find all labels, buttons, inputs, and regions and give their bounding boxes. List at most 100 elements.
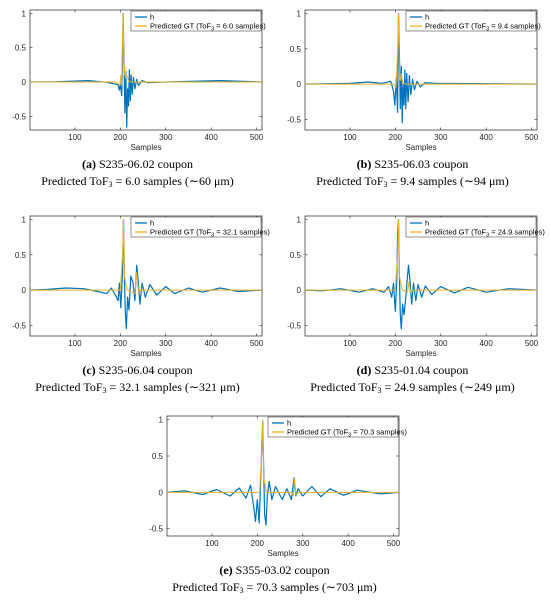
series-gt-line — [30, 219, 262, 295]
series-h-line — [304, 12, 538, 124]
y-tick-label: -0.5 — [149, 525, 163, 534]
caption-tof-value: = 6.0 samples (∼60 μm) — [112, 174, 234, 188]
legend-gt-label: Predicted GT (ToF3 = 9.4 samples) — [425, 22, 541, 33]
legend-box — [405, 216, 537, 238]
x-axis-label: Samples — [405, 143, 436, 152]
legend-gt-sub: 3 — [486, 233, 489, 239]
caption-b: (b) S235-06.03 coupon Predicted ToF3 = 9… — [275, 156, 550, 190]
chart-a: 100 200 300 400 500 -0.5 0 0.5 1 Samples hPredicte… — [12, 9, 266, 152]
caption-tof-sub: 3 — [102, 386, 107, 395]
chart-c: 100 200 300 400 500 -0.5 0 0.5 1 Samples hPredicte… — [12, 216, 270, 358]
legend-gt-prefix: Predicted GT (ToF — [425, 228, 487, 237]
caption-d: (d) S235-01.04 coupon Predicted ToF3 = 2… — [275, 362, 550, 396]
x-tick-label: 200 — [389, 339, 403, 348]
caption-name: S355-03.02 coupon — [232, 563, 330, 577]
y-tick-label: -0.5 — [12, 321, 26, 330]
caption-c: (c) S235-06.04 coupon Predicted ToF3 = 3… — [0, 362, 275, 396]
x-tick-label: 400 — [204, 133, 218, 142]
caption-letter: (a) — [82, 157, 96, 171]
legend-gt-label: Predicted GT (ToF3 = 32.1 samples) — [150, 228, 270, 239]
x-axis-label: Samples — [130, 143, 161, 152]
y-tick-label: 0 — [159, 488, 164, 497]
legend-gt-prefix: Predicted GT (ToF — [425, 22, 487, 31]
caption-name: S235-06.04 coupon — [95, 363, 193, 377]
panel-a: 100 200 300 400 500 -0.5 0 0.5 1 Samples h Predicte… — [0, 0, 275, 200]
legend-gt-prefix: Predicted GT (ToF — [287, 428, 349, 437]
caption-tof-value: = 32.1 samples (∼321 μm) — [106, 380, 240, 394]
x-tick-label: 500 — [250, 339, 264, 348]
x-tick-label: 100 — [68, 133, 82, 142]
y-tick-label: -0.5 — [287, 321, 301, 330]
x-tick-label: 300 — [159, 339, 173, 348]
x-tick-label: 300 — [434, 339, 448, 348]
caption-tof-prefix: Predicted ToF — [172, 580, 240, 594]
series-h-line — [29, 218, 263, 330]
x-tick-label: 200 — [389, 133, 403, 142]
caption-name: S235-06.02 coupon — [96, 157, 193, 171]
y-tick-label: 1 — [297, 216, 302, 225]
y-tick-label: -0.5 — [12, 112, 26, 121]
y-tick-label: 1 — [159, 416, 164, 425]
legend-h-label: h — [150, 13, 154, 22]
x-tick-label: 200 — [251, 539, 265, 548]
y-tick-label: 0.5 — [15, 251, 27, 260]
y-tick-label: 0.5 — [15, 44, 27, 53]
legend-box — [405, 10, 537, 32]
series-gt-line — [305, 13, 537, 89]
y-tick-label: 0 — [297, 286, 302, 295]
caption-a: (a) S235-06.02 coupon Predicted ToF3 = 6… — [0, 156, 275, 190]
legend-gt-prefix: Predicted GT (ToF — [150, 22, 212, 31]
legend-gt-value: = 9.4 samples) — [489, 22, 541, 31]
series-h-line — [166, 421, 400, 526]
legend-box — [267, 416, 399, 438]
caption-letter: (e) — [219, 563, 233, 577]
chart-b: 100 200 300 400 500 -0.5 0 0.5 1 Samples hPredicte… — [287, 10, 541, 152]
legend-gt-label: Predicted GT (ToF3 = 6.0 samples) — [150, 22, 266, 33]
chart-e: 100 200 300 400 500 -0.5 0 0.5 1 Samples hPredicte… — [149, 416, 407, 558]
legend-gt-label: Predicted GT (ToF3 = 24.9 samples) — [425, 228, 545, 239]
caption-tof-sub: 3 — [239, 586, 244, 595]
y-tick-label: 0.5 — [290, 251, 302, 260]
legend-gt-sub: 3 — [348, 433, 351, 439]
x-axis-label: Samples — [405, 349, 436, 358]
series-gt-line — [167, 419, 399, 497]
caption-name: S235-06.03 coupon — [371, 157, 469, 171]
caption-letter: (c) — [82, 363, 96, 377]
y-tick-label: 1 — [22, 9, 27, 18]
y-tick-label: 0.5 — [290, 45, 302, 54]
caption-tof-prefix: Predicted ToF — [41, 174, 109, 188]
x-tick-label: 500 — [387, 539, 401, 548]
legend-box — [130, 216, 262, 238]
series-h-line — [304, 218, 538, 330]
legend-gt-sub: 3 — [211, 233, 214, 239]
x-axis-label: Samples — [267, 549, 298, 558]
legend-gt-sub: 3 — [486, 27, 489, 33]
x-tick-label: 400 — [341, 539, 355, 548]
x-tick-label: 100 — [343, 133, 357, 142]
legend-h-label: h — [425, 13, 429, 22]
x-tick-label: 100 — [343, 339, 357, 348]
caption-letter: (d) — [356, 363, 372, 377]
chart-d: 100 200 300 400 500 -0.5 0 0.5 1 Samples hPredicte… — [287, 216, 545, 358]
panel-c: 100 200 300 400 500 -0.5 0 0.5 1 Samples h Predicte… — [0, 206, 275, 406]
x-tick-label: 100 — [68, 339, 82, 348]
x-tick-label: 400 — [479, 339, 493, 348]
caption-e: (e) S355-03.02 coupon Predicted ToF3 = 7… — [137, 562, 412, 596]
legend-h-label: h — [425, 219, 429, 228]
caption-tof-sub: 3 — [108, 180, 113, 189]
legend-gt-prefix: Predicted GT (ToF — [150, 228, 212, 237]
x-tick-label: 300 — [159, 133, 173, 142]
x-tick-label: 500 — [525, 339, 539, 348]
y-tick-label: 1 — [22, 216, 27, 225]
legend-gt-value: = 24.9 samples) — [489, 228, 545, 237]
caption-tof-value: = 9.4 samples (∼94 μm) — [387, 174, 509, 188]
series-gt-line — [305, 219, 537, 293]
x-tick-label: 200 — [114, 339, 128, 348]
panel-e: 100 200 300 400 500 -0.5 0 0.5 1 Samples h Predicte… — [137, 406, 412, 606]
legend-gt-sub: 3 — [211, 27, 214, 33]
caption-tof-value: = 70.3 samples (∼703 μm) — [243, 580, 377, 594]
legend-gt-value: = 32.1 samples) — [214, 228, 270, 237]
legend-gt-value: = 6.0 samples) — [214, 22, 266, 31]
x-tick-label: 500 — [525, 133, 539, 142]
legend-box — [130, 10, 262, 32]
